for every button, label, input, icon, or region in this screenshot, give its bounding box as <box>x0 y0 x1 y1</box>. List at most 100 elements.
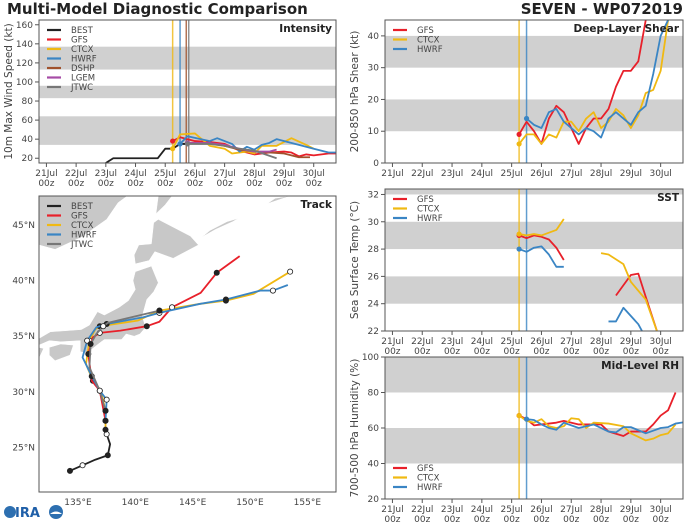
hwrf-track-point <box>269 287 276 294</box>
x-tick-label: 22Jul <box>411 505 433 515</box>
legend-label: CTCX <box>71 45 94 55</box>
legend-label: GFS <box>417 26 434 36</box>
ctcx-line <box>85 270 291 430</box>
x-tick-label-hour: 00z <box>38 179 54 189</box>
shaded-band <box>385 357 683 393</box>
x-tick-label: 23Jul <box>441 505 463 515</box>
y-axis-label: 200-850 hPa Shear (kt) <box>349 31 361 153</box>
shaded-band <box>385 428 683 464</box>
hwrf-line <box>81 284 289 421</box>
shear-frame <box>384 19 684 164</box>
y-tick-label: 80 <box>22 97 34 107</box>
best-track-point <box>79 462 86 469</box>
y-tick-label: 40°N <box>12 277 35 287</box>
x-tick-label: 26Jul <box>530 505 552 515</box>
y-tick-label: 60 <box>368 424 380 434</box>
x-tick-label-hour: 00z <box>623 347 639 357</box>
y-tick-label: 45°N <box>12 221 35 231</box>
legend-label: HWRF <box>417 214 443 224</box>
y-tick-label: 40 <box>368 460 380 470</box>
x-tick-label: 27Jul <box>560 505 582 515</box>
y-tick-label: 140 <box>16 40 33 50</box>
sst-frame <box>384 188 684 332</box>
hwrf-start-point <box>523 115 530 122</box>
x-tick-label: 22Jul <box>411 337 433 347</box>
legend-label: HWRF <box>71 231 97 241</box>
ctcx-line <box>600 252 658 331</box>
x-tick-label: 30Jul <box>303 169 325 179</box>
x-tick-label: 21Jul <box>381 169 403 179</box>
best-track-point <box>104 452 111 459</box>
land-1 <box>39 347 44 359</box>
y-tick-label: 20 <box>22 154 34 164</box>
y-tick-label: 40 <box>368 32 380 42</box>
x-tick-label-hour: 00z <box>306 179 322 189</box>
hwrf-line <box>608 306 643 331</box>
hwrf-line <box>526 418 683 435</box>
x-tick-label-hour: 00z <box>533 515 549 525</box>
land-2 <box>49 343 74 361</box>
shaded-band <box>385 35 683 68</box>
legend-label: GFS <box>417 195 434 205</box>
sst-panel: 22242628303221Jul00z22Jul00z23Jul00z24Ju… <box>349 188 684 357</box>
y-tick-label: 22 <box>368 327 379 337</box>
land-6 <box>201 218 239 238</box>
panel-title: Track <box>301 199 333 211</box>
shaded-band <box>385 99 683 132</box>
sst-plot-area <box>385 189 683 331</box>
x-tick-label-hour: 00z <box>563 515 579 525</box>
x-tick-label: 21Jul <box>381 505 403 515</box>
hwrf-start-point <box>523 416 530 422</box>
hwrf-line <box>525 20 669 139</box>
x-tick-label-hour: 00z <box>157 179 173 189</box>
land-5 <box>39 196 128 250</box>
x-tick-label-hour: 00z <box>593 515 609 525</box>
hwrf-track-point <box>102 417 109 424</box>
ctcx-track-point <box>102 426 109 433</box>
legend-label: JTWC <box>70 83 93 93</box>
y-tick-label: 40 <box>22 135 34 145</box>
ctcx-line <box>518 20 669 145</box>
x-tick-label-hour: 00z <box>623 515 639 525</box>
legend-label: DSHP <box>71 64 94 74</box>
hwrf-start-point <box>177 141 183 147</box>
shaded-band <box>39 85 336 99</box>
y-tick-label: 30 <box>368 218 380 228</box>
y-tick-label: 32 <box>368 190 379 200</box>
y-tick-label: 20 <box>368 495 380 505</box>
x-tick-label-hour: 00z <box>414 515 430 525</box>
x-tick-label: 150°E <box>236 498 264 508</box>
x-tick-label: 28Jul <box>590 169 612 179</box>
x-tick-label: 29Jul <box>273 169 295 179</box>
y-tick-label: 28 <box>368 245 380 255</box>
x-tick-label: 22Jul <box>65 169 87 179</box>
gfs-start-point <box>516 131 522 137</box>
legend-label: GFS <box>71 36 88 46</box>
x-tick-label-hour: 00z <box>533 347 549 357</box>
x-tick-label-hour: 00z <box>444 515 460 525</box>
rh-panel: 2040608010021Jul00z22Jul00z23Jul00z24Jul… <box>349 353 684 525</box>
track-frame <box>38 195 337 493</box>
land-3 <box>133 219 199 265</box>
y-tick-label: 0 <box>373 159 379 169</box>
rh-plot-area <box>385 357 683 499</box>
panel-title: Deep-Layer Shear <box>573 23 679 35</box>
gfs-line <box>518 392 677 437</box>
legend-label: GFS <box>417 464 434 474</box>
x-tick-label-hour: 00z <box>384 515 400 525</box>
y-tick-label: 160 <box>16 21 33 31</box>
ctcx-line <box>518 414 677 442</box>
x-tick-label: 21Jul <box>35 169 57 179</box>
x-tick-label: 25Jul <box>500 505 522 515</box>
x-tick-label: 22Jul <box>411 169 433 179</box>
jtwc-track-point <box>100 323 107 330</box>
x-tick-label-hour: 00z <box>384 347 400 357</box>
jtwc-line <box>88 309 160 412</box>
y-tick-label: 20 <box>368 95 380 105</box>
y-tick-label: 60 <box>22 116 34 126</box>
best-line <box>69 429 111 472</box>
track-panel: 25°N 30°N 35°N 40°N 45°N 135°E 140°E 145°E 150°E… <box>12 195 337 508</box>
legend-label: CTCX <box>417 474 440 484</box>
y-axis-label: 10m Max Wind Speed (kt) <box>3 23 15 159</box>
